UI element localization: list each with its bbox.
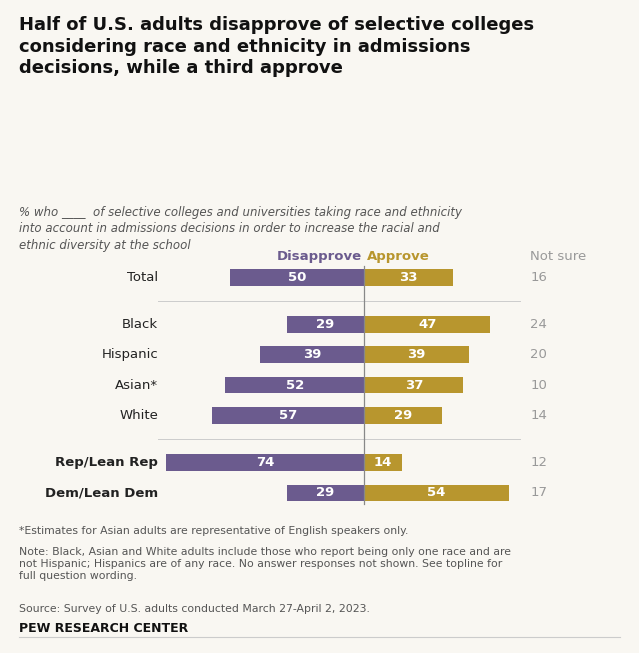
Text: Half of U.S. adults disapprove of selective colleges
considering race and ethnic: Half of U.S. adults disapprove of select… xyxy=(19,16,534,77)
Text: Source: Survey of U.S. adults conducted March 27-April 2, 2023.: Source: Survey of U.S. adults conducted … xyxy=(19,604,370,614)
Text: Rep/Lean Rep: Rep/Lean Rep xyxy=(56,456,158,469)
Bar xyxy=(225,377,364,393)
Text: Not sure: Not sure xyxy=(530,250,587,263)
Bar xyxy=(364,377,463,393)
Text: 39: 39 xyxy=(303,348,321,361)
Text: 37: 37 xyxy=(404,379,423,392)
Bar xyxy=(166,454,364,471)
Text: 17: 17 xyxy=(530,486,547,500)
Bar xyxy=(364,407,442,424)
Text: 20: 20 xyxy=(530,348,547,361)
Text: 10: 10 xyxy=(530,379,547,392)
Bar xyxy=(364,316,490,332)
Text: White: White xyxy=(119,409,158,422)
Text: 33: 33 xyxy=(399,271,418,283)
Text: 74: 74 xyxy=(256,456,275,469)
Text: PEW RESEARCH CENTER: PEW RESEARCH CENTER xyxy=(19,622,189,635)
Text: 57: 57 xyxy=(279,409,297,422)
Bar xyxy=(231,269,364,285)
Text: 24: 24 xyxy=(530,318,547,331)
Text: Disapprove: Disapprove xyxy=(277,250,362,263)
Bar xyxy=(364,454,402,471)
Text: 39: 39 xyxy=(407,348,426,361)
Text: Dem/Lean Dem: Dem/Lean Dem xyxy=(45,486,158,500)
Text: 14: 14 xyxy=(374,456,392,469)
Text: Approve: Approve xyxy=(367,250,430,263)
Text: Total: Total xyxy=(127,271,158,283)
Text: 29: 29 xyxy=(316,318,335,331)
Bar xyxy=(364,269,452,285)
Text: 14: 14 xyxy=(530,409,547,422)
Text: 50: 50 xyxy=(288,271,307,283)
Text: Asian*: Asian* xyxy=(115,379,158,392)
Bar xyxy=(260,346,364,363)
Bar xyxy=(364,485,509,502)
Text: Note: Black, Asian and White adults include those who report being only one race: Note: Black, Asian and White adults incl… xyxy=(19,547,511,581)
Text: *Estimates for Asian adults are representative of English speakers only.: *Estimates for Asian adults are represen… xyxy=(19,526,408,535)
Bar xyxy=(364,346,469,363)
Bar xyxy=(212,407,364,424)
Text: Hispanic: Hispanic xyxy=(102,348,158,361)
Text: Black: Black xyxy=(122,318,158,331)
Text: 47: 47 xyxy=(418,318,436,331)
Text: 29: 29 xyxy=(394,409,412,422)
Bar xyxy=(287,316,364,332)
Text: 29: 29 xyxy=(316,486,335,500)
Text: % who ____  of selective colleges and universities taking race and ethnicity
int: % who ____ of selective colleges and uni… xyxy=(19,206,462,251)
Text: 16: 16 xyxy=(530,271,547,283)
Bar xyxy=(287,485,364,502)
Text: 54: 54 xyxy=(427,486,446,500)
Text: 12: 12 xyxy=(530,456,547,469)
Text: 52: 52 xyxy=(286,379,304,392)
